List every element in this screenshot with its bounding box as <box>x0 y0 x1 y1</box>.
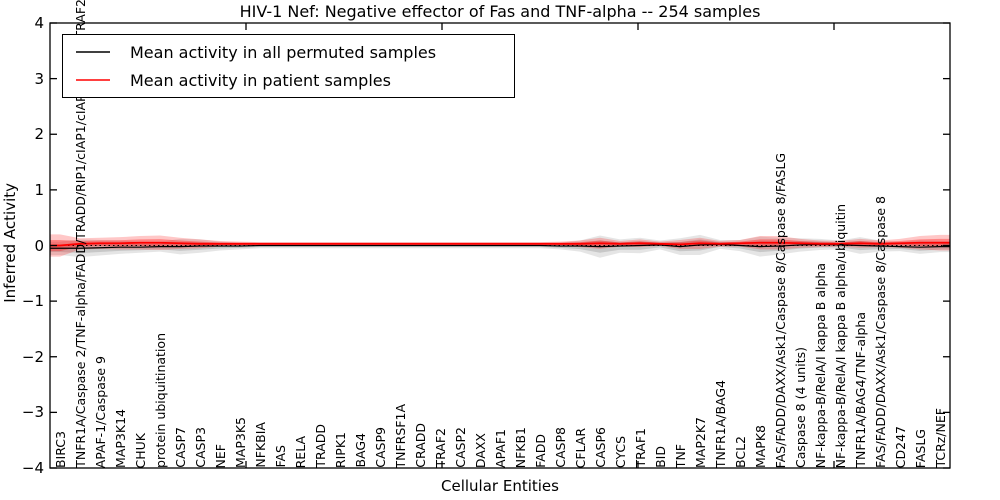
x-tick-label: DAXX <box>472 432 488 468</box>
permuted-mean-line <box>50 243 950 249</box>
x-axis-label: Cellular Entities <box>441 477 559 495</box>
x-tick-label: CHUK <box>132 432 148 468</box>
x-tick-label: FAS/FADD/DAXX/Ask1/Caspase 8/Caspase 8 <box>872 195 888 468</box>
y-tick-label: −4 <box>21 459 44 477</box>
x-tick-label: FASLG <box>912 428 928 468</box>
x-tick-label: NF-kappa-B/RelA/I kappa B alpha <box>812 262 828 468</box>
plot-title: HIV-1 Nef: Negative effector of Fas and … <box>239 2 761 21</box>
x-tick-label: RELA <box>292 435 308 468</box>
x-tick-label: TNFR1A/BAG4/TNF-alpha <box>852 312 868 468</box>
legend-box: Mean activity in all permuted samples Me… <box>62 34 515 98</box>
legend-line-sample-permuted <box>76 51 110 53</box>
x-tick-label: NFKB1 <box>512 426 528 468</box>
x-tick-label: MAPK8 <box>752 424 768 468</box>
x-tick-label: protein ubiquitination <box>152 333 168 468</box>
x-tick-label: CASP2 <box>452 427 468 468</box>
legend-label-patient: Mean activity in patient samples <box>130 70 391 90</box>
y-tick-label: 3 <box>34 69 44 88</box>
x-tick-label: RIPK1 <box>332 431 348 468</box>
x-tick-label: CFLAR <box>572 427 588 468</box>
x-tick-label: CYCS <box>612 435 628 468</box>
x-tick-label: FAS/FADD/DAXX/Ask1/Caspase 8/Caspase 8/F… <box>772 152 788 468</box>
x-tick-label: BID <box>652 446 668 468</box>
y-tick-label: 4 <box>34 14 44 32</box>
x-tick-label: APAF-1/Caspase 9 <box>92 355 108 468</box>
legend-label-permuted: Mean activity in all permuted samples <box>130 42 437 62</box>
x-tick-label: CRADD <box>412 423 428 468</box>
x-tick-label: BIRC3 <box>52 430 68 468</box>
y-tick-label: −3 <box>21 403 44 422</box>
y-tick-label: −1 <box>21 292 44 311</box>
x-tick-label: TNF <box>672 443 688 468</box>
x-tick-label: TNFR1A/BAG4 <box>712 379 728 468</box>
x-tick-label: BCL2 <box>732 435 748 468</box>
x-tick-label: CASP7 <box>172 427 188 468</box>
x-tick-label: MAP3K14 <box>112 409 128 468</box>
x-tick-label: NFKBIA <box>252 422 268 468</box>
x-tick-label: MAP3K5 <box>232 417 248 468</box>
x-tick-label: CD247 <box>892 425 908 468</box>
legend-item-permuted: Mean activity in all permuted samples <box>73 38 514 66</box>
x-tick-label: TCRz/NEF <box>932 408 948 468</box>
legend-line-sample-patient <box>76 79 110 81</box>
patient-std-inner-band <box>50 238 950 252</box>
x-tick-label: TRADD <box>312 424 328 468</box>
x-tick-label: NEF <box>212 443 228 468</box>
x-tick-label: CASP6 <box>592 427 608 468</box>
x-tick-label: FADD <box>532 434 548 468</box>
x-tick-label: APAF1 <box>492 429 508 468</box>
x-tick-label: CASP9 <box>372 427 388 468</box>
x-tick-label: NF-kappa-B/RelA/I kappa B alpha/ubiquiti… <box>832 203 848 468</box>
y-tick-label: 1 <box>34 180 44 199</box>
legend-item-patient: Mean activity in patient samples <box>73 66 514 94</box>
x-tick-label: TRAF1 <box>632 428 648 468</box>
x-tick-label: TRAF2 <box>432 428 448 468</box>
x-tick-label: Caspase 8 (4 units) <box>792 346 808 468</box>
x-tick-label: BAG4 <box>352 433 368 468</box>
x-tick-label: TNFRSF1A <box>392 403 408 469</box>
y-tick-label: −2 <box>21 347 44 366</box>
permuted-std-band <box>50 234 950 258</box>
x-tick-label: MAP2K7 <box>692 417 708 468</box>
patient-mean-line <box>50 241 950 247</box>
x-tick-label: CASP8 <box>552 427 568 468</box>
x-tick-label: CASP3 <box>192 427 208 468</box>
x-tick-label: FAS <box>272 445 288 468</box>
y-tick-label: 2 <box>34 125 44 144</box>
y-tick-label: 0 <box>34 236 44 255</box>
